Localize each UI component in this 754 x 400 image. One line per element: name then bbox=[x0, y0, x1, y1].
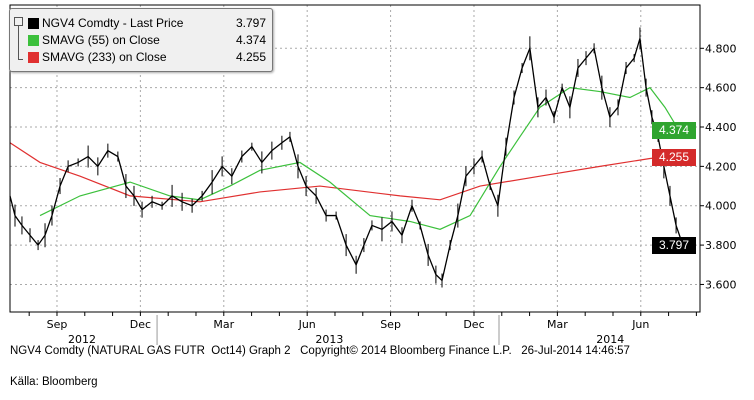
legend-item-last-price: NGV4 Comdty - Last Price 3.797 bbox=[28, 15, 266, 31]
x-tick-label: Jun bbox=[631, 318, 649, 331]
x-tick-label: Mar bbox=[547, 318, 568, 331]
plot-border bbox=[9, 4, 701, 313]
y-tick-label: 4.800 bbox=[705, 42, 737, 55]
legend-item-sma55: SMAVG (55) on Close 4.374 bbox=[28, 32, 266, 48]
x-tick-label: Jun bbox=[298, 318, 316, 331]
y-tick-label: 3.600 bbox=[705, 278, 737, 291]
black-swatch-icon bbox=[28, 18, 39, 29]
legend: NGV4 Comdty - Last Price 3.797 SMAVG (55)… bbox=[9, 8, 273, 72]
x-tick-label: Mar bbox=[213, 318, 234, 331]
green-swatch-icon bbox=[28, 35, 39, 46]
x-tick-label: Sep bbox=[380, 318, 401, 331]
sma233-value-tag: 4.255 bbox=[652, 149, 696, 166]
collapse-icon[interactable] bbox=[14, 17, 23, 26]
tree-line-icon bbox=[18, 26, 23, 60]
legend-item-sma233: SMAVG (233) on Close 4.255 bbox=[28, 49, 266, 65]
y-tick-label: 4.600 bbox=[705, 82, 737, 95]
footer-caption: NGV4 Comdty (NATURAL GAS FUTR Oct14) Gra… bbox=[10, 345, 630, 357]
y-tick-label: 3.800 bbox=[705, 239, 737, 252]
x-tick-label: Dec bbox=[130, 318, 151, 331]
y-tick-label: 4.200 bbox=[705, 160, 737, 173]
sma55-value-tag: 4.374 bbox=[652, 122, 696, 139]
x-tick-label: Sep bbox=[47, 318, 68, 331]
year-label: 2013 bbox=[315, 333, 343, 345]
red-swatch-icon bbox=[28, 52, 39, 63]
x-tick-label: Dec bbox=[463, 318, 484, 331]
year-label: 2012 bbox=[68, 333, 96, 345]
year-label: 2014 bbox=[596, 333, 624, 345]
series-line-1 bbox=[39, 86, 681, 230]
last-price-tag: 3.797 bbox=[652, 237, 696, 254]
source-caption: Källa: Bloomberg bbox=[10, 376, 98, 388]
series-line-2 bbox=[9, 142, 681, 203]
y-tick-label: 4.400 bbox=[705, 121, 737, 134]
y-tick-label: 4.000 bbox=[705, 200, 737, 213]
